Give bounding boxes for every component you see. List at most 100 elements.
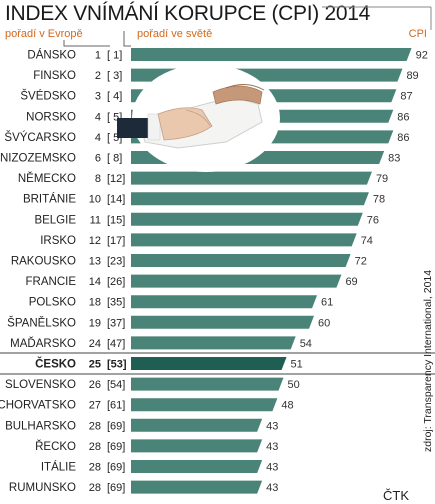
bar [131, 233, 357, 247]
header-world-rank: pořadí ve světě [137, 28, 212, 40]
source-note: zdroj: Transparency International, 2014 [422, 270, 434, 452]
value-label: 48 [281, 400, 293, 412]
bar [131, 254, 351, 267]
bar [131, 192, 369, 206]
country-label: BRITÁNIE [23, 193, 76, 206]
europe-rank: 25 [89, 359, 101, 371]
world-rank: [61] [107, 400, 125, 412]
world-rank: [47] [107, 338, 125, 350]
value-label: 74 [361, 235, 373, 247]
world-rank: [17] [107, 235, 125, 247]
header-europe-rank: pořadí v Evropě [5, 28, 83, 40]
world-rank: [35] [107, 297, 125, 309]
country-label: ŘECKO [35, 440, 76, 453]
country-label: POLSKO [29, 297, 76, 309]
bar [131, 480, 263, 494]
europe-rank: 12 [89, 235, 101, 247]
world-rank: [14] [107, 194, 125, 206]
value-label: 54 [300, 338, 312, 350]
value-label: 89 [406, 70, 418, 82]
value-label: 72 [355, 256, 367, 268]
europe-rank: 14 [89, 276, 101, 288]
country-label: RAKOUSKO [11, 256, 76, 268]
value-label: 69 [345, 276, 357, 288]
europe-rank: 10 [89, 194, 101, 206]
europe-rank: 11 [90, 214, 101, 226]
value-label: 61 [321, 297, 333, 309]
world-rank: [54] [107, 379, 125, 391]
bar [131, 460, 263, 473]
bar [131, 336, 296, 350]
world-rank: [69] [107, 420, 125, 432]
world-rank: [53] [107, 359, 127, 371]
bar [131, 171, 372, 185]
bar [131, 212, 363, 226]
country-label: IRSKO [40, 235, 76, 247]
europe-rank: 28 [89, 420, 101, 432]
world-rank: [ 4] [107, 91, 122, 103]
country-label: MAĎARSKO [10, 337, 76, 350]
europe-rank: 4 [95, 132, 101, 144]
country-label: RUMUNSKO [9, 482, 76, 494]
country-label: ŠPANĚLSKO [7, 316, 76, 329]
bar [131, 357, 287, 370]
bribe-illustration [117, 64, 280, 172]
value-label: 43 [266, 482, 278, 494]
europe-rank: 3 [95, 91, 101, 103]
country-label: BELGIE [34, 214, 76, 226]
country-label: SLOVENSKO [5, 379, 76, 391]
europe-rank: 8 [95, 173, 101, 185]
agency-credit: ČTK [383, 488, 409, 503]
europe-rank: 28 [89, 462, 101, 474]
value-label: 87 [400, 91, 412, 103]
europe-rank: 6 [95, 153, 101, 165]
country-label: FINSKO [33, 70, 76, 82]
world-rank: [ 3] [107, 70, 122, 82]
europe-rank: 18 [89, 297, 101, 309]
header-world-connector [123, 31, 131, 47]
world-rank: [15] [107, 214, 125, 226]
bar [131, 439, 263, 453]
value-label: 43 [266, 420, 278, 432]
header-cpi: CPI [409, 28, 427, 40]
value-label: 79 [376, 173, 388, 185]
country-label: ŠVÝCARSKO [4, 131, 76, 144]
value-label: 86 [397, 132, 409, 144]
europe-rank: 28 [89, 441, 101, 453]
value-label: 83 [388, 153, 400, 165]
europe-rank: 26 [89, 379, 101, 391]
value-label: 43 [266, 441, 278, 453]
country-label: NIZOZEMSKO [0, 153, 76, 165]
country-label: ŠVÉDSKO [20, 90, 76, 103]
value-label: 60 [318, 317, 330, 329]
country-label: DÁNSKO [27, 49, 76, 62]
europe-rank: 24 [89, 338, 101, 350]
value-label: 43 [266, 462, 278, 474]
europe-rank: 27 [89, 400, 101, 412]
world-rank: [37] [107, 317, 125, 329]
world-rank: [ 8] [107, 153, 122, 165]
value-label: 50 [288, 379, 300, 391]
world-rank: [69] [107, 441, 125, 453]
country-label: ITÁLIE [41, 461, 76, 474]
country-label: NĚMECKO [18, 172, 76, 185]
bar [131, 295, 318, 309]
bar [131, 377, 284, 391]
europe-rank: 28 [89, 482, 101, 494]
world-rank: [69] [107, 462, 125, 474]
europe-rank: 13 [89, 256, 101, 268]
world-rank: [ 1] [107, 50, 122, 62]
bar [131, 274, 342, 288]
value-label: 78 [373, 194, 385, 206]
europe-rank: 1 [95, 50, 101, 62]
europe-rank: 2 [95, 70, 101, 82]
header-europe-connector [63, 40, 110, 47]
value-label: 86 [397, 111, 409, 123]
bar [131, 315, 314, 329]
europe-rank: 4 [95, 111, 101, 123]
world-rank: [69] [107, 482, 125, 494]
bar [131, 398, 278, 412]
bar [131, 48, 412, 61]
country-label: BULHARSKO [5, 420, 76, 432]
